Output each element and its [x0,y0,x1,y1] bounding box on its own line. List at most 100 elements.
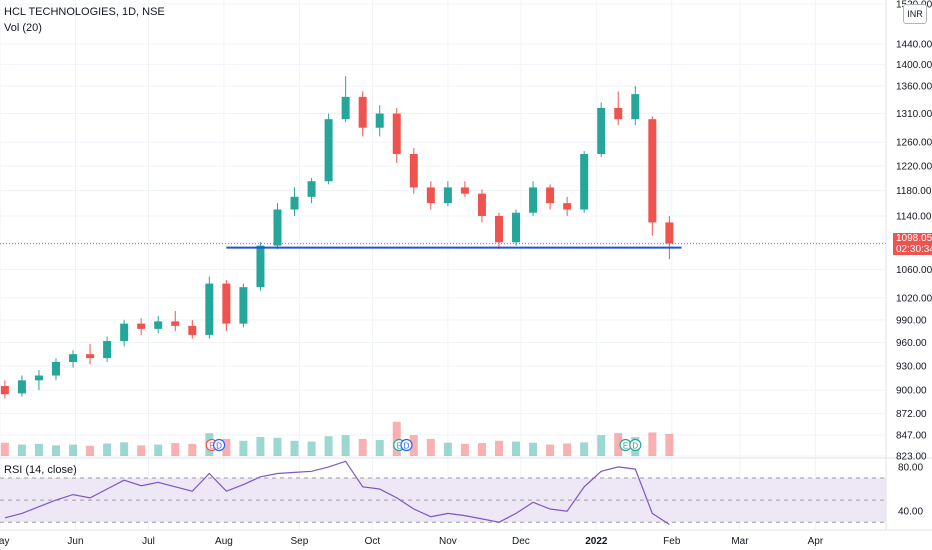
candle-body [69,354,78,362]
candle-body [426,187,435,204]
candle-body [392,113,401,155]
candle-body [375,113,384,128]
candle-body [188,325,197,335]
time-tick-label: Nov [439,536,457,547]
candle-body [103,341,112,359]
candle-body [614,107,623,120]
candle-body [120,323,129,342]
candle-body [494,215,503,243]
candle [273,203,282,249]
candle-body [546,187,555,204]
candle-body [443,187,452,204]
volume-bar [665,433,674,456]
candle [341,76,350,123]
candle [324,113,333,185]
candle [69,350,78,368]
time-axis[interactable]: May Jun Jul Aug Sep Oct Nov Dec 2022 Feb Mar Apr [0,536,824,547]
candle [188,319,197,339]
event-badge: D [400,438,413,452]
price-tick-label: 990.00 [896,315,927,326]
currency-badge[interactable]: INR [903,4,927,24]
candle [392,107,401,163]
event-badge: E [619,438,632,452]
price-tick-label: 1360.00 [896,81,932,92]
time-tick-label: Oct [365,536,381,547]
volume-bar [494,440,503,456]
price-tick-label: 1260.00 [896,138,932,149]
candle [154,316,163,334]
candle-body [290,196,299,210]
price-tick-label: 1140.00 [896,211,932,222]
volume-bar [341,435,350,456]
candle [409,148,418,194]
time-tick-label: Dec [512,536,530,547]
price-tick-label: 1220.00 [896,161,932,172]
event-badge-circle [629,438,642,452]
candle [205,276,214,339]
candle [103,336,112,362]
volume-bar [512,441,521,456]
candle [120,319,129,347]
volume-bar [120,442,129,456]
candle [171,311,180,332]
event-badge: D [212,438,226,452]
time-tick-label: Aug [215,536,233,547]
volume-bar [154,444,163,456]
volume-bar [409,435,418,456]
volume-bar [171,443,180,456]
candle [222,280,231,332]
candle-body [307,181,316,197]
candle-body [409,154,418,188]
volume-bar [17,444,26,456]
last-price-value: 1098.05 [896,233,932,244]
rsi-axis[interactable]: 80.00 40.00 [898,462,923,517]
event-badge-label: E [623,442,628,451]
candlestick-series [0,76,674,399]
candle [665,215,674,260]
price-tick-label: 1020.00 [896,293,932,304]
candle [239,283,248,328]
time-tick-label: Sep [290,536,308,547]
volume-bar [426,438,435,456]
time-tick-label: Apr [808,536,824,547]
candle [51,358,60,381]
volume-bar [290,440,299,456]
volume-bar [460,443,469,456]
candle [648,116,657,236]
candle [426,181,435,210]
volume-bar [546,444,555,456]
candle-body [273,209,282,246]
event-badge-label: D [216,442,222,451]
volume-bar [273,437,282,456]
rsi-indicator-label[interactable]: RSI (14, close) [4,464,77,476]
symbol-title[interactable]: HCL TECHNOLOGIES, 1D, NSE [4,6,165,18]
candle-body [665,222,674,244]
price-tick-label: 1310.00 [896,109,932,120]
time-tick-label: May [0,536,9,547]
candle-body [17,380,26,394]
price-tick-label: 823.00 [896,452,927,463]
candle [597,102,606,157]
volume-bar [392,421,401,456]
volume-bar [443,442,452,456]
candle-body [222,283,231,324]
candle [460,181,469,197]
volume-bar [324,436,333,456]
candle [563,196,572,216]
candle-body [477,193,486,216]
candle [0,380,9,399]
candle-body [171,321,180,326]
candle-body [34,375,43,381]
candle [580,151,589,213]
candle [86,344,95,365]
volume-bar [358,438,367,456]
event-badge-label: E [397,442,402,451]
candle-body [154,321,163,329]
volume-indicator-label[interactable]: Vol (20) [4,22,42,34]
candle-body [51,361,60,376]
candle-body [341,96,350,120]
volume-bar [51,445,60,456]
candle [375,105,384,137]
